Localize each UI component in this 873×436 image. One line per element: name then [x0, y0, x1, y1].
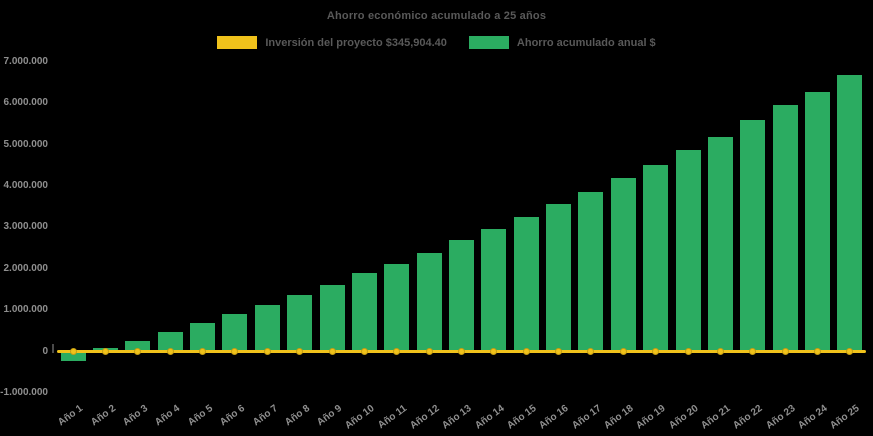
bar-año-17 — [578, 192, 604, 351]
y-tick-label: 7.000.000 — [3, 55, 49, 67]
legend-label-savings: Ahorro acumulado anual $ — [516, 36, 656, 49]
investment-line-marker — [231, 347, 239, 355]
x-tick-label: Año 25 — [828, 403, 863, 432]
investment-line-marker — [102, 347, 110, 355]
investment-line-marker — [619, 347, 627, 355]
investment-line-marker — [458, 347, 465, 355]
y-tick-label: 4.000.000 — [3, 179, 49, 191]
y-tick-label: 0 — [42, 345, 48, 357]
x-tick-label: Año 15 — [505, 403, 539, 432]
x-tick-label: Año 16 — [537, 403, 571, 432]
bar-año-13 — [449, 240, 474, 351]
x-tick-label: Año 24 — [796, 403, 830, 432]
bar-año-3 — [125, 340, 151, 351]
investment-line-marker — [360, 347, 368, 355]
bar-año-20 — [675, 150, 701, 351]
investment-line-marker — [522, 347, 530, 355]
x-tick-label: Año 14 — [472, 403, 507, 432]
x-tick-label: Año 10 — [343, 403, 377, 432]
x-tick-label: Año 3 — [121, 403, 151, 429]
y-tick-label: 3.000.000 — [3, 221, 49, 233]
investment-swatch — [217, 36, 258, 49]
y-tick-label: 1.000.000 — [3, 304, 49, 316]
x-tick-label: Año 13 — [440, 403, 474, 432]
bar-año-8 — [287, 295, 313, 351]
bar-año-19 — [643, 164, 669, 351]
x-tick-label: Año 7 — [250, 403, 280, 429]
investment-line-marker — [166, 347, 174, 355]
bar-año-4 — [157, 331, 183, 351]
x-tick-label: Año 11 — [376, 403, 410, 432]
x-tick-label: Año 4 — [153, 403, 183, 429]
investment-line-marker — [490, 347, 498, 355]
bar-año-11 — [384, 263, 410, 351]
x-tick-label: Año 2 — [88, 403, 118, 429]
x-tick-label: Año 21 — [699, 403, 733, 432]
x-tick-label: Año 5 — [185, 403, 215, 429]
bar-año-22 — [740, 120, 766, 351]
y-tick-label: 5.000.000 — [3, 138, 49, 150]
bar-año-24 — [804, 92, 830, 351]
investment-line-marker — [749, 347, 757, 355]
bar-año-16 — [546, 204, 572, 351]
bar-año-21 — [707, 136, 733, 351]
investment-line-marker — [393, 347, 401, 355]
investment-line-marker — [587, 347, 595, 355]
investment-line-marker — [296, 347, 304, 355]
y-tick-label: -1.000.000 — [0, 386, 48, 398]
bar-año-12 — [416, 253, 442, 351]
legend-item-investment: Inversión del proyecto $345,904.40 — [217, 36, 447, 49]
y-tick-label: 2.000.000 — [3, 262, 49, 274]
investment-line-marker — [555, 347, 563, 355]
bar-año-14 — [481, 228, 507, 351]
investment-line-marker — [199, 347, 207, 355]
investment-line-marker — [813, 347, 821, 355]
bar-año-18 — [610, 177, 636, 351]
x-tick-label: Año 8 — [282, 403, 312, 429]
bar-año-7 — [254, 305, 280, 351]
chart-title: Ahorro económico acumulado a 25 años — [326, 10, 547, 22]
x-tick-label: Año 17 — [569, 403, 604, 432]
bar-año-15 — [513, 217, 539, 351]
investment-line-marker — [425, 347, 433, 355]
legend-label-investment: Inversión del proyecto $345,904.40 — [265, 36, 447, 49]
legend: Inversión del proyecto $345,904.40 Ahorr… — [0, 36, 873, 49]
bar-año-9 — [319, 285, 345, 351]
investment-line-marker — [652, 347, 660, 355]
investment-line-marker — [716, 347, 724, 355]
bar-año-6 — [222, 313, 248, 351]
investment-line-marker — [134, 347, 142, 355]
investment-line-marker — [69, 347, 77, 355]
investment-line-marker — [781, 347, 789, 355]
x-tick-label: Año 6 — [218, 403, 248, 429]
x-tick-label: Año 1 — [56, 403, 86, 429]
bar-año-1 — [60, 351, 86, 361]
investment-line-marker — [684, 347, 692, 355]
investment-line-marker — [263, 347, 271, 355]
y-tick-label: 6.000.000 — [3, 97, 49, 109]
bar-año-23 — [772, 105, 798, 351]
zero-axis-tick — [52, 344, 54, 353]
bar-año-10 — [351, 273, 377, 351]
legend-item-savings: Ahorro acumulado anual $ — [468, 36, 656, 49]
bar-año-5 — [190, 322, 216, 351]
x-tick-label: Año 9 — [315, 403, 345, 429]
investment-line-marker — [328, 347, 336, 355]
investment-line-marker — [846, 347, 854, 355]
x-tick-label: Año 18 — [602, 403, 636, 432]
x-tick-label: Año 12 — [407, 403, 442, 432]
savings-swatch — [468, 36, 509, 49]
x-tick-label: Año 19 — [634, 403, 668, 432]
x-tick-label: Año 23 — [763, 403, 798, 432]
x-tick-label: Año 22 — [731, 403, 765, 432]
bar-año-25 — [837, 74, 863, 351]
x-tick-label: Año 20 — [666, 403, 701, 432]
